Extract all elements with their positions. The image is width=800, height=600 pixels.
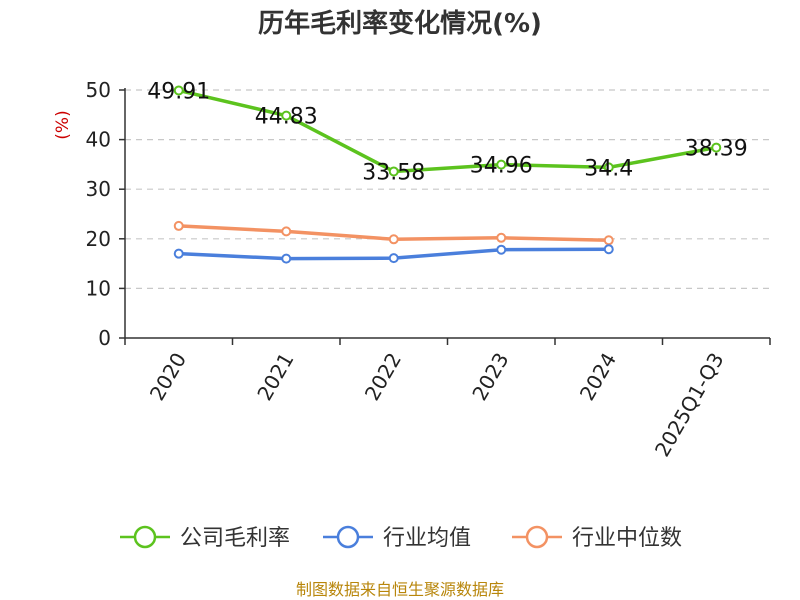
legend-label: 行业均值 bbox=[383, 526, 471, 551]
legend-marker bbox=[336, 525, 360, 549]
y-tick-label: 30 bbox=[86, 177, 111, 201]
data-point bbox=[173, 248, 184, 259]
data-label: 49.91 bbox=[147, 79, 210, 104]
x-tick-label: 2020 bbox=[145, 349, 191, 405]
data-point bbox=[711, 142, 722, 153]
y-tick-label: 0 bbox=[98, 326, 111, 350]
y-tick-label: 50 bbox=[86, 78, 111, 102]
series-group bbox=[173, 85, 722, 264]
data-label: 34.4 bbox=[584, 156, 633, 181]
axes: 0 10 20 30 40 50 2020 2021 2022 2023 2024 2025Q1-Q3 bbox=[86, 78, 771, 461]
data-point bbox=[603, 244, 614, 255]
chart-title: 历年毛利率变化情况(%) bbox=[258, 8, 542, 39]
data-point bbox=[388, 234, 399, 245]
legend-label: 公司毛利率 bbox=[180, 526, 290, 551]
data-label: 44.83 bbox=[255, 105, 318, 130]
data-label: 34.96 bbox=[470, 154, 533, 179]
y-tick-label: 40 bbox=[86, 128, 111, 152]
data-labels: 49.91 44.83 33.58 34.96 34.4 38.39 bbox=[147, 79, 747, 185]
x-tick-label: 2025Q1-Q3 bbox=[650, 349, 729, 461]
data-point bbox=[281, 253, 292, 264]
legend: 公司毛利率 行业均值 行业中位数 bbox=[120, 525, 682, 551]
y-tick-label: 20 bbox=[86, 227, 111, 251]
data-point bbox=[281, 226, 292, 237]
data-point bbox=[496, 232, 507, 243]
data-point bbox=[281, 110, 292, 121]
x-tick-label: 2022 bbox=[360, 349, 406, 405]
source-note: 制图数据来自恒生聚源数据库 bbox=[296, 580, 504, 599]
legend-marker bbox=[133, 525, 157, 549]
legend-marker bbox=[525, 525, 549, 549]
data-point bbox=[603, 162, 614, 173]
data-point bbox=[496, 244, 507, 255]
data-point bbox=[388, 253, 399, 264]
data-point bbox=[173, 85, 184, 96]
x-tick-label: 2021 bbox=[252, 349, 298, 405]
x-tick-label: 2024 bbox=[575, 349, 621, 405]
data-label: 33.58 bbox=[362, 160, 425, 185]
series-line bbox=[178, 88, 717, 174]
data-point bbox=[173, 220, 184, 231]
legend-label: 行业中位数 bbox=[572, 526, 682, 551]
data-label: 38.39 bbox=[685, 137, 748, 162]
grid-lines bbox=[125, 89, 770, 289]
data-point bbox=[388, 166, 399, 177]
y-tick-label: 10 bbox=[86, 276, 111, 300]
data-point bbox=[603, 235, 614, 246]
x-tick-label: 2023 bbox=[467, 349, 513, 405]
y-axis-label: (%) bbox=[53, 110, 73, 139]
data-point bbox=[496, 159, 507, 170]
